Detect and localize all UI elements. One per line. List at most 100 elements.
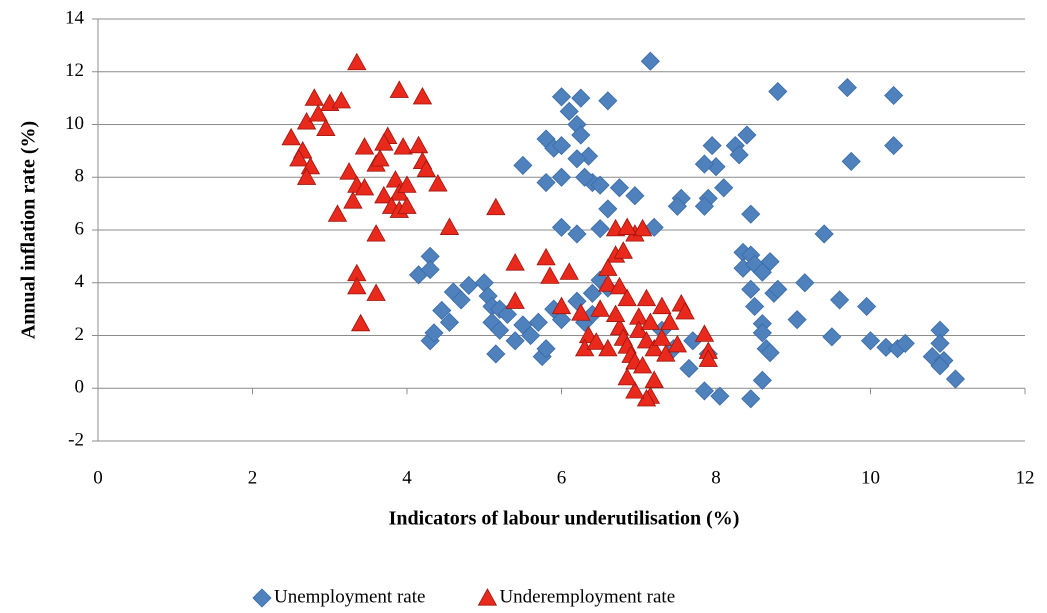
x-tick-label: 8 bbox=[711, 467, 721, 488]
y-tick-label: 0 bbox=[75, 377, 85, 398]
point bbox=[625, 186, 645, 206]
point bbox=[814, 224, 834, 244]
point bbox=[389, 80, 409, 98]
point bbox=[632, 356, 653, 374]
point bbox=[497, 304, 517, 324]
point bbox=[884, 85, 904, 106]
point bbox=[354, 137, 375, 155]
point bbox=[884, 136, 904, 156]
point bbox=[694, 381, 714, 401]
point bbox=[745, 296, 765, 317]
point bbox=[397, 196, 417, 214]
point bbox=[567, 149, 587, 169]
point bbox=[416, 159, 436, 177]
y-tick-label: 2 bbox=[75, 324, 85, 345]
point bbox=[710, 386, 730, 406]
point bbox=[424, 323, 444, 343]
point bbox=[930, 333, 950, 353]
point bbox=[598, 91, 618, 111]
point bbox=[694, 154, 714, 174]
point bbox=[714, 178, 734, 198]
point bbox=[698, 349, 718, 367]
point bbox=[528, 312, 548, 332]
point bbox=[339, 162, 359, 180]
point bbox=[551, 167, 572, 187]
point bbox=[304, 88, 324, 106]
point bbox=[737, 125, 757, 145]
point bbox=[578, 146, 599, 166]
point bbox=[876, 337, 896, 357]
point bbox=[586, 332, 606, 350]
point bbox=[640, 51, 660, 71]
point bbox=[895, 333, 915, 353]
point bbox=[536, 247, 556, 266]
point bbox=[296, 167, 317, 185]
point bbox=[490, 320, 510, 340]
point bbox=[694, 196, 714, 216]
point bbox=[536, 172, 556, 193]
point bbox=[505, 291, 525, 309]
point bbox=[930, 356, 950, 376]
point bbox=[652, 296, 672, 315]
point bbox=[439, 217, 460, 235]
point bbox=[830, 290, 850, 310]
point bbox=[571, 88, 591, 108]
point bbox=[636, 330, 657, 349]
point bbox=[590, 299, 610, 317]
point bbox=[787, 310, 807, 330]
point bbox=[354, 177, 375, 196]
y-tick-label: 8 bbox=[75, 166, 85, 187]
point bbox=[316, 118, 336, 137]
point bbox=[741, 279, 761, 299]
point bbox=[729, 145, 749, 165]
point bbox=[636, 288, 657, 307]
point bbox=[370, 148, 390, 167]
point bbox=[675, 301, 695, 320]
point bbox=[598, 258, 618, 276]
point bbox=[667, 196, 687, 216]
x-tick-label: 0 bbox=[93, 467, 103, 488]
point bbox=[741, 204, 761, 224]
x-tick-label: 12 bbox=[1016, 467, 1035, 488]
point bbox=[347, 52, 367, 71]
y-tick-label: -2 bbox=[68, 429, 84, 450]
point bbox=[567, 291, 587, 311]
point bbox=[857, 296, 877, 317]
point bbox=[521, 325, 541, 346]
point bbox=[768, 81, 788, 102]
point bbox=[760, 343, 780, 363]
point bbox=[575, 167, 595, 187]
point bbox=[551, 296, 572, 315]
point bbox=[795, 273, 815, 293]
point bbox=[571, 125, 591, 145]
point bbox=[837, 78, 857, 98]
point bbox=[486, 197, 506, 216]
point bbox=[860, 331, 881, 351]
point bbox=[632, 218, 653, 237]
point bbox=[551, 217, 572, 237]
point bbox=[659, 312, 680, 330]
point bbox=[590, 175, 610, 195]
point bbox=[432, 300, 452, 321]
point bbox=[702, 136, 722, 156]
x-tick-label: 2 bbox=[248, 467, 258, 488]
legend-marker bbox=[252, 588, 272, 608]
point bbox=[397, 175, 417, 193]
point bbox=[331, 90, 352, 109]
x-tick-label: 4 bbox=[402, 467, 412, 488]
point bbox=[598, 338, 618, 357]
legend-label: Unemployment rate bbox=[274, 586, 425, 607]
x-axis-title: Indicators of labour underutilisation (%… bbox=[389, 508, 740, 530]
point bbox=[374, 185, 394, 204]
point bbox=[613, 241, 633, 259]
y-tick-label: 14 bbox=[65, 7, 85, 28]
point bbox=[420, 259, 440, 280]
point bbox=[822, 327, 842, 347]
point bbox=[551, 310, 572, 330]
y-tick-label: 4 bbox=[75, 271, 85, 292]
point bbox=[505, 331, 525, 351]
y-axis-title: Annual inflation rate (%) bbox=[18, 121, 40, 339]
point bbox=[439, 312, 460, 332]
point bbox=[281, 127, 301, 146]
point bbox=[609, 178, 630, 198]
